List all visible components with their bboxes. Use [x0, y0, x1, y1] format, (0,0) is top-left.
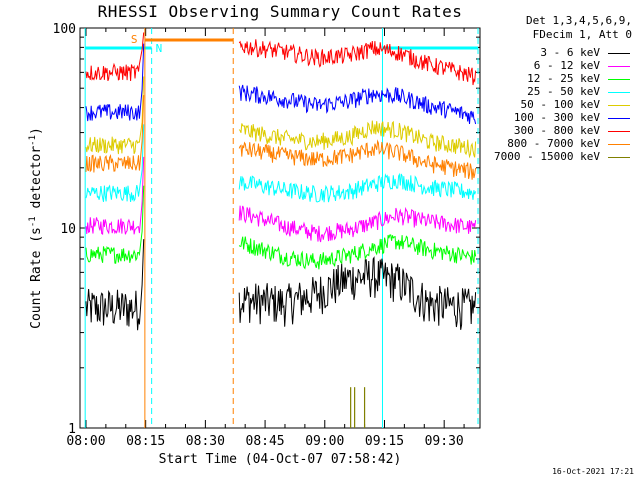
series-line-pre — [85, 32, 145, 82]
series-line-pre — [85, 239, 145, 331]
legend-label: 25 - 50 keV — [527, 85, 600, 98]
series-line-post — [238, 84, 477, 125]
x-tick-label: 08:45 — [246, 434, 285, 449]
tick-labels: 08:00 08:15 08:30 08:45 09:00 09:15 09:30 1 10 10… — [53, 22, 464, 449]
y-tick-label: 10 — [60, 222, 76, 237]
series-line-post — [238, 120, 477, 159]
legend-swatch — [608, 105, 630, 106]
saa-label: S — [131, 33, 138, 46]
series-line-post — [238, 139, 477, 180]
x-tick-label: 09:15 — [365, 434, 404, 449]
legend-entry: 12 - 25 keV — [527, 72, 600, 85]
series-line-pre — [85, 76, 145, 155]
series-layer — [85, 32, 477, 428]
series-line-post — [238, 172, 477, 203]
legend-entry: 25 - 50 keV — [527, 85, 600, 98]
chart-title: RHESSI Observing Summary Count Rates — [97, 2, 463, 21]
series-line-post — [238, 234, 477, 270]
series-line-post — [238, 39, 477, 86]
legend-label: 6 - 12 keV — [533, 59, 600, 72]
y-tick-label: 100 — [53, 22, 76, 37]
legend-swatch — [608, 92, 630, 93]
series-line-pre — [85, 156, 145, 235]
legend-swatch — [608, 66, 630, 67]
legend-label: 7000 - 15000 keV — [494, 150, 600, 163]
x-axis-label: Start Time (04-Oct-07 07:58:42) — [158, 452, 402, 467]
series-line-post — [238, 256, 477, 330]
legend-swatch — [608, 79, 630, 80]
detector-info: Det 1,3,4,5,6,9, FDecim 1, Att 0 — [526, 14, 632, 42]
legend-label: 100 - 300 keV — [513, 111, 600, 124]
series-line-pre — [85, 95, 145, 173]
x-tick-label: 08:15 — [126, 434, 165, 449]
legend-entry: 7000 - 15000 keV — [494, 150, 600, 163]
legend-swatch — [608, 53, 630, 54]
night-label: N — [156, 42, 163, 55]
legend-entry: 6 - 12 keV — [534, 59, 600, 72]
series-line-pre — [85, 185, 145, 264]
legend-swatch — [608, 144, 630, 145]
y-axis-label: Count Rate (s-1 detector-1) — [27, 127, 45, 329]
legend-swatch — [608, 131, 630, 132]
legend-label: 50 - 100 keV — [520, 98, 600, 111]
legend-entry: 50 - 100 keV — [521, 98, 600, 111]
detector-info-line-1: Det 1,3,4,5,6,9, — [526, 14, 632, 27]
detector-info-line-2: FDecim 1, Att 0 — [532, 28, 632, 41]
x-tick-label: 08:00 — [66, 434, 105, 449]
y-tick-label: 1 — [68, 422, 76, 437]
legend-label: 800 - 7000 keV — [507, 137, 600, 150]
legend-swatch — [608, 118, 630, 119]
x-tick-label: 08:30 — [186, 434, 225, 449]
legend-label: 3 - 6 keV — [540, 46, 600, 59]
series-line-pre — [85, 43, 145, 122]
legend-entry: 100 - 300 keV — [514, 111, 600, 124]
x-tick-label: 09:00 — [305, 434, 344, 449]
series-line-post — [238, 205, 477, 243]
legend-entry: 300 - 800 keV — [514, 124, 600, 137]
legend-entry: 800 - 7000 keV — [507, 137, 600, 150]
legend-label: 300 - 800 keV — [513, 124, 600, 137]
series-line-pre — [85, 124, 145, 203]
x-tick-label: 09:30 — [425, 434, 464, 449]
timestamp: 16-Oct-2021 17:21 — [552, 467, 634, 476]
legend-label: 12 - 25 keV — [527, 72, 600, 85]
legend-entry: 3 - 6 keV — [540, 46, 600, 59]
legend-swatch — [608, 157, 630, 158]
